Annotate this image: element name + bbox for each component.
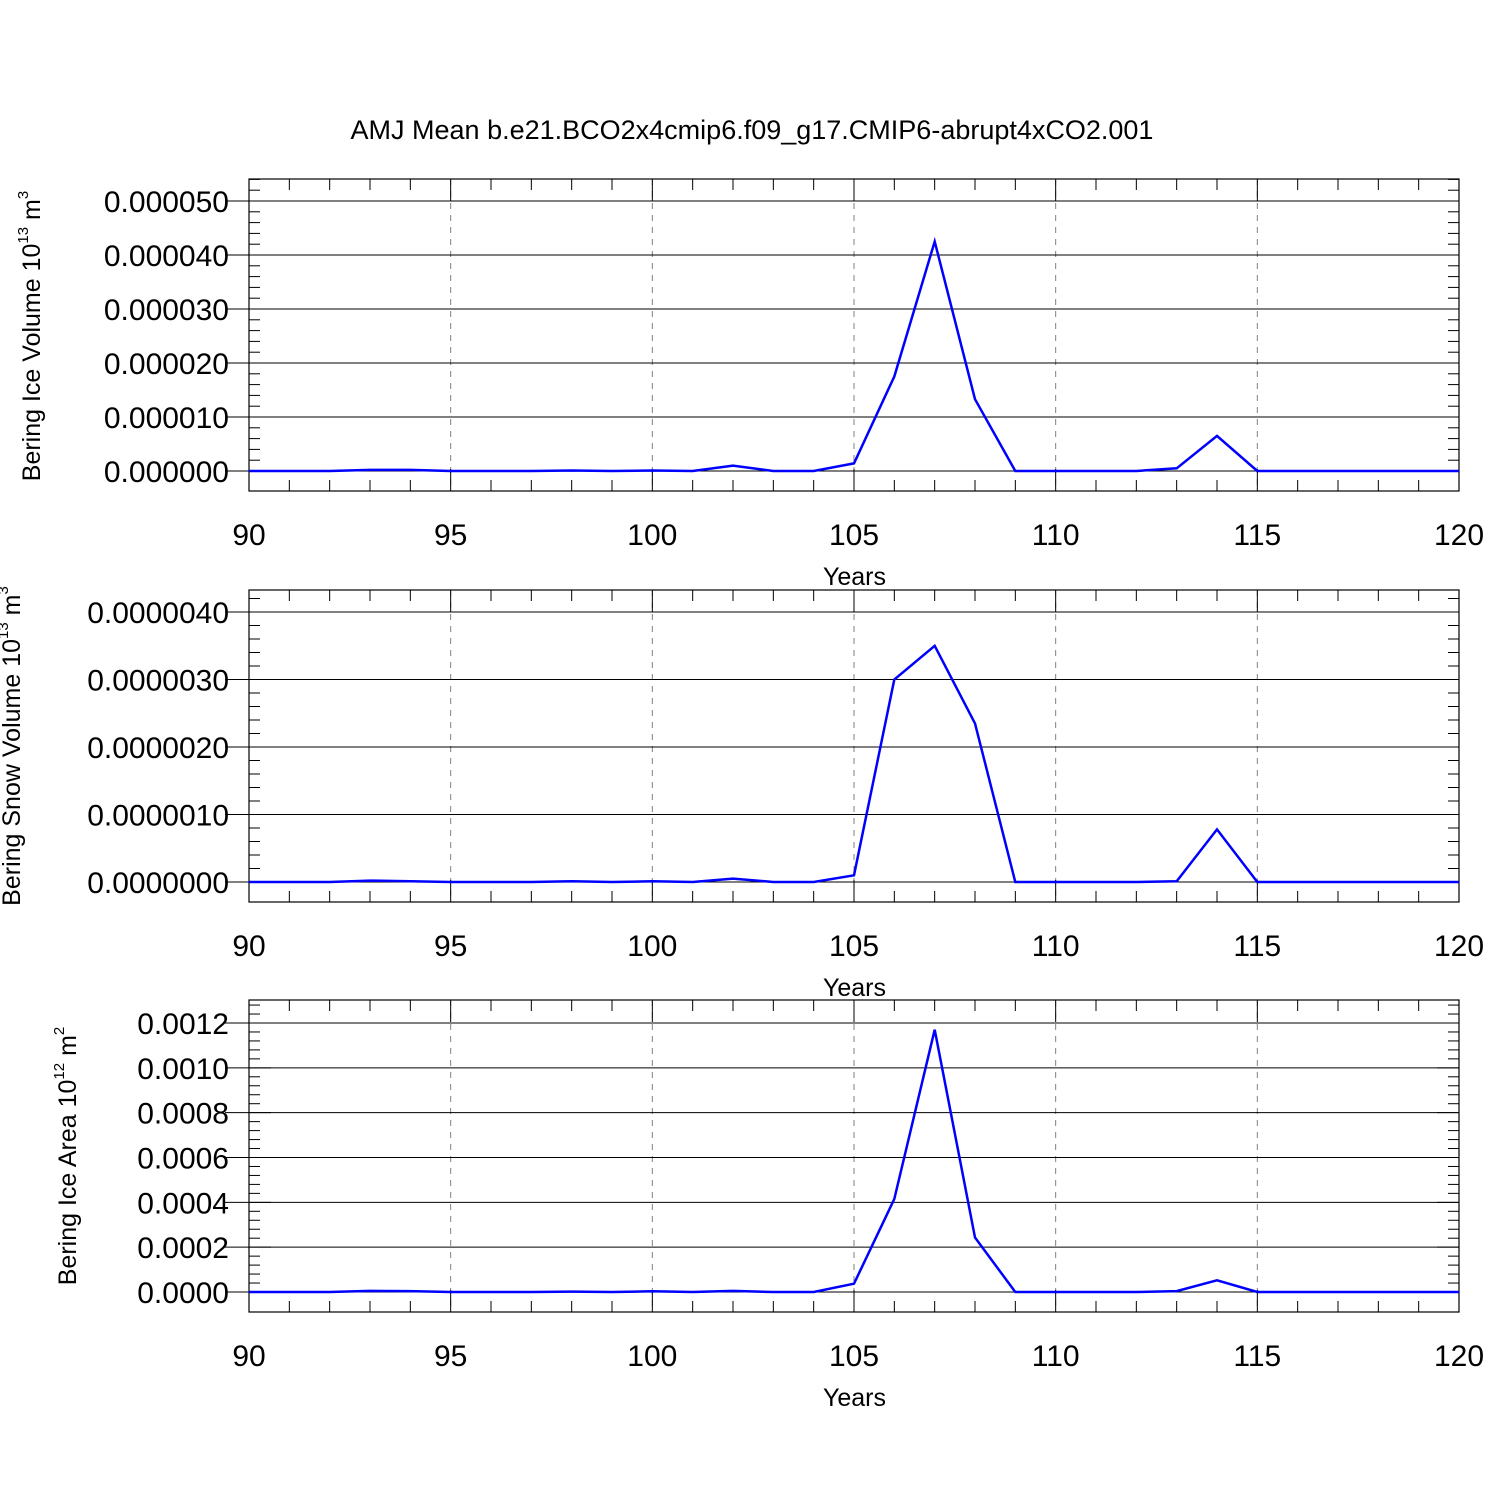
x-tick-label: 110 <box>1032 1340 1080 1373</box>
series-line-1 <box>249 643 1459 884</box>
x-tick-label: 115 <box>1233 930 1281 963</box>
chart-panel-3: 90 95 100 105 110 115 120 0.0000 0.0002 0.0004 0.0… <box>51 999 1484 1412</box>
y-tick-label: 0.0012 <box>137 1008 229 1041</box>
x-tick-label: 120 <box>1434 519 1484 552</box>
x-axis-label: Years <box>823 974 886 1002</box>
y-tick-label: 0.0000030 <box>87 665 229 698</box>
y-tick-label: 0.000010 <box>104 402 229 435</box>
x-tick-label: 115 <box>1233 1340 1281 1373</box>
x-axis-label: Years <box>823 563 886 591</box>
x-tick-label: 95 <box>434 519 467 552</box>
y-axis-label: Bering Snow Volume 1013 m3 <box>0 586 26 906</box>
y-tick-label: 0.0004 <box>137 1187 229 1220</box>
x-tick-label: 120 <box>1434 930 1484 963</box>
x-tick-label: 90 <box>232 1340 265 1373</box>
figure-title: AMJ Mean b.e21.BCO2x4cmip6.f09_g17.CMIP6… <box>351 115 1154 145</box>
x-tick-label: 110 <box>1032 519 1080 552</box>
y-tick-label: 0.000050 <box>104 186 229 219</box>
y-tick-label: 0.0000020 <box>87 732 229 765</box>
y-tick-label: 0.0000 <box>137 1277 229 1310</box>
x-tick-label: 120 <box>1434 1340 1484 1373</box>
series-line-1 <box>249 236 1459 473</box>
x-tick-label: 105 <box>829 1340 879 1373</box>
x-tick-label: 100 <box>627 930 677 963</box>
y-tick-label: 0.0008 <box>137 1098 229 1131</box>
x-tick-label: 90 <box>232 519 265 552</box>
x-axis-label: Years <box>823 1384 886 1412</box>
y-tick-label: 0.0000000 <box>87 867 229 900</box>
y-tick-label: 0.000000 <box>104 456 229 489</box>
y-tick-label: 0.0006 <box>137 1143 229 1176</box>
y-tick-label: 0.000040 <box>104 240 229 273</box>
panels: 90 95 100 105 110 115 120 0.000000 0.000010 0.000… <box>0 178 1484 1412</box>
y-tick-label: 0.000030 <box>104 294 229 327</box>
chart-panel-1: 90 95 100 105 110 115 120 0.000000 0.000010 0.000… <box>15 178 1484 591</box>
x-tick-label: 110 <box>1032 930 1080 963</box>
x-tick-label: 105 <box>829 930 879 963</box>
x-tick-label: 100 <box>627 519 677 552</box>
x-tick-label: 105 <box>829 519 879 552</box>
y-axis-label: Bering Ice Volume 1013 m3 <box>15 191 46 481</box>
y-axis-label: Bering Ice Area 1012 m2 <box>51 1027 82 1286</box>
y-tick-label: 0.0000010 <box>87 800 229 833</box>
y-tick-label: 0.0010 <box>137 1053 229 1086</box>
x-tick-label: 115 <box>1233 519 1281 552</box>
y-tick-label: 0.0000040 <box>87 597 229 630</box>
x-tick-label: 90 <box>232 930 265 963</box>
chart-panel-2: 90 95 100 105 110 115 120 0.0000000 0.0000010 0.0… <box>0 586 1484 1002</box>
x-tick-label: 95 <box>434 930 467 963</box>
y-tick-label: 0.000020 <box>104 348 229 381</box>
y-tick-label: 0.0002 <box>137 1232 229 1265</box>
x-tick-label: 95 <box>434 1340 467 1373</box>
x-tick-label: 100 <box>627 1340 677 1373</box>
